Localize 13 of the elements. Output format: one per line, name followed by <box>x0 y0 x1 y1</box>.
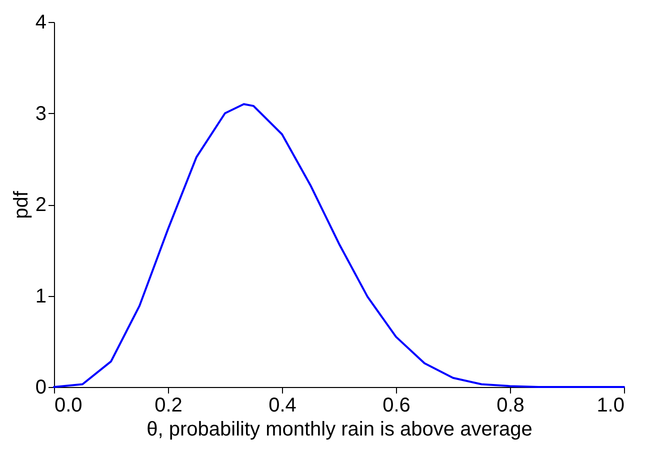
y-tick-label: 3 <box>35 102 46 125</box>
y-tick-label: 0 <box>35 376 46 398</box>
x-tick-label: 0.2 <box>154 394 182 416</box>
x-axis-title: θ, probability monthly rain is above average <box>146 418 532 440</box>
x-tick-label: 0.8 <box>496 394 524 416</box>
x-tick-label: 1.0 <box>596 394 624 416</box>
x-tick-label: 0.4 <box>268 394 296 416</box>
x-tick-label: 0.6 <box>382 394 410 416</box>
y-tick-label: 4 <box>35 12 46 34</box>
y-axis-title: pdf <box>10 190 32 219</box>
y-tick-label: 2 <box>35 194 46 216</box>
y-tick-label: 1 <box>35 285 46 308</box>
x-tick-label: 0.0 <box>54 394 82 416</box>
